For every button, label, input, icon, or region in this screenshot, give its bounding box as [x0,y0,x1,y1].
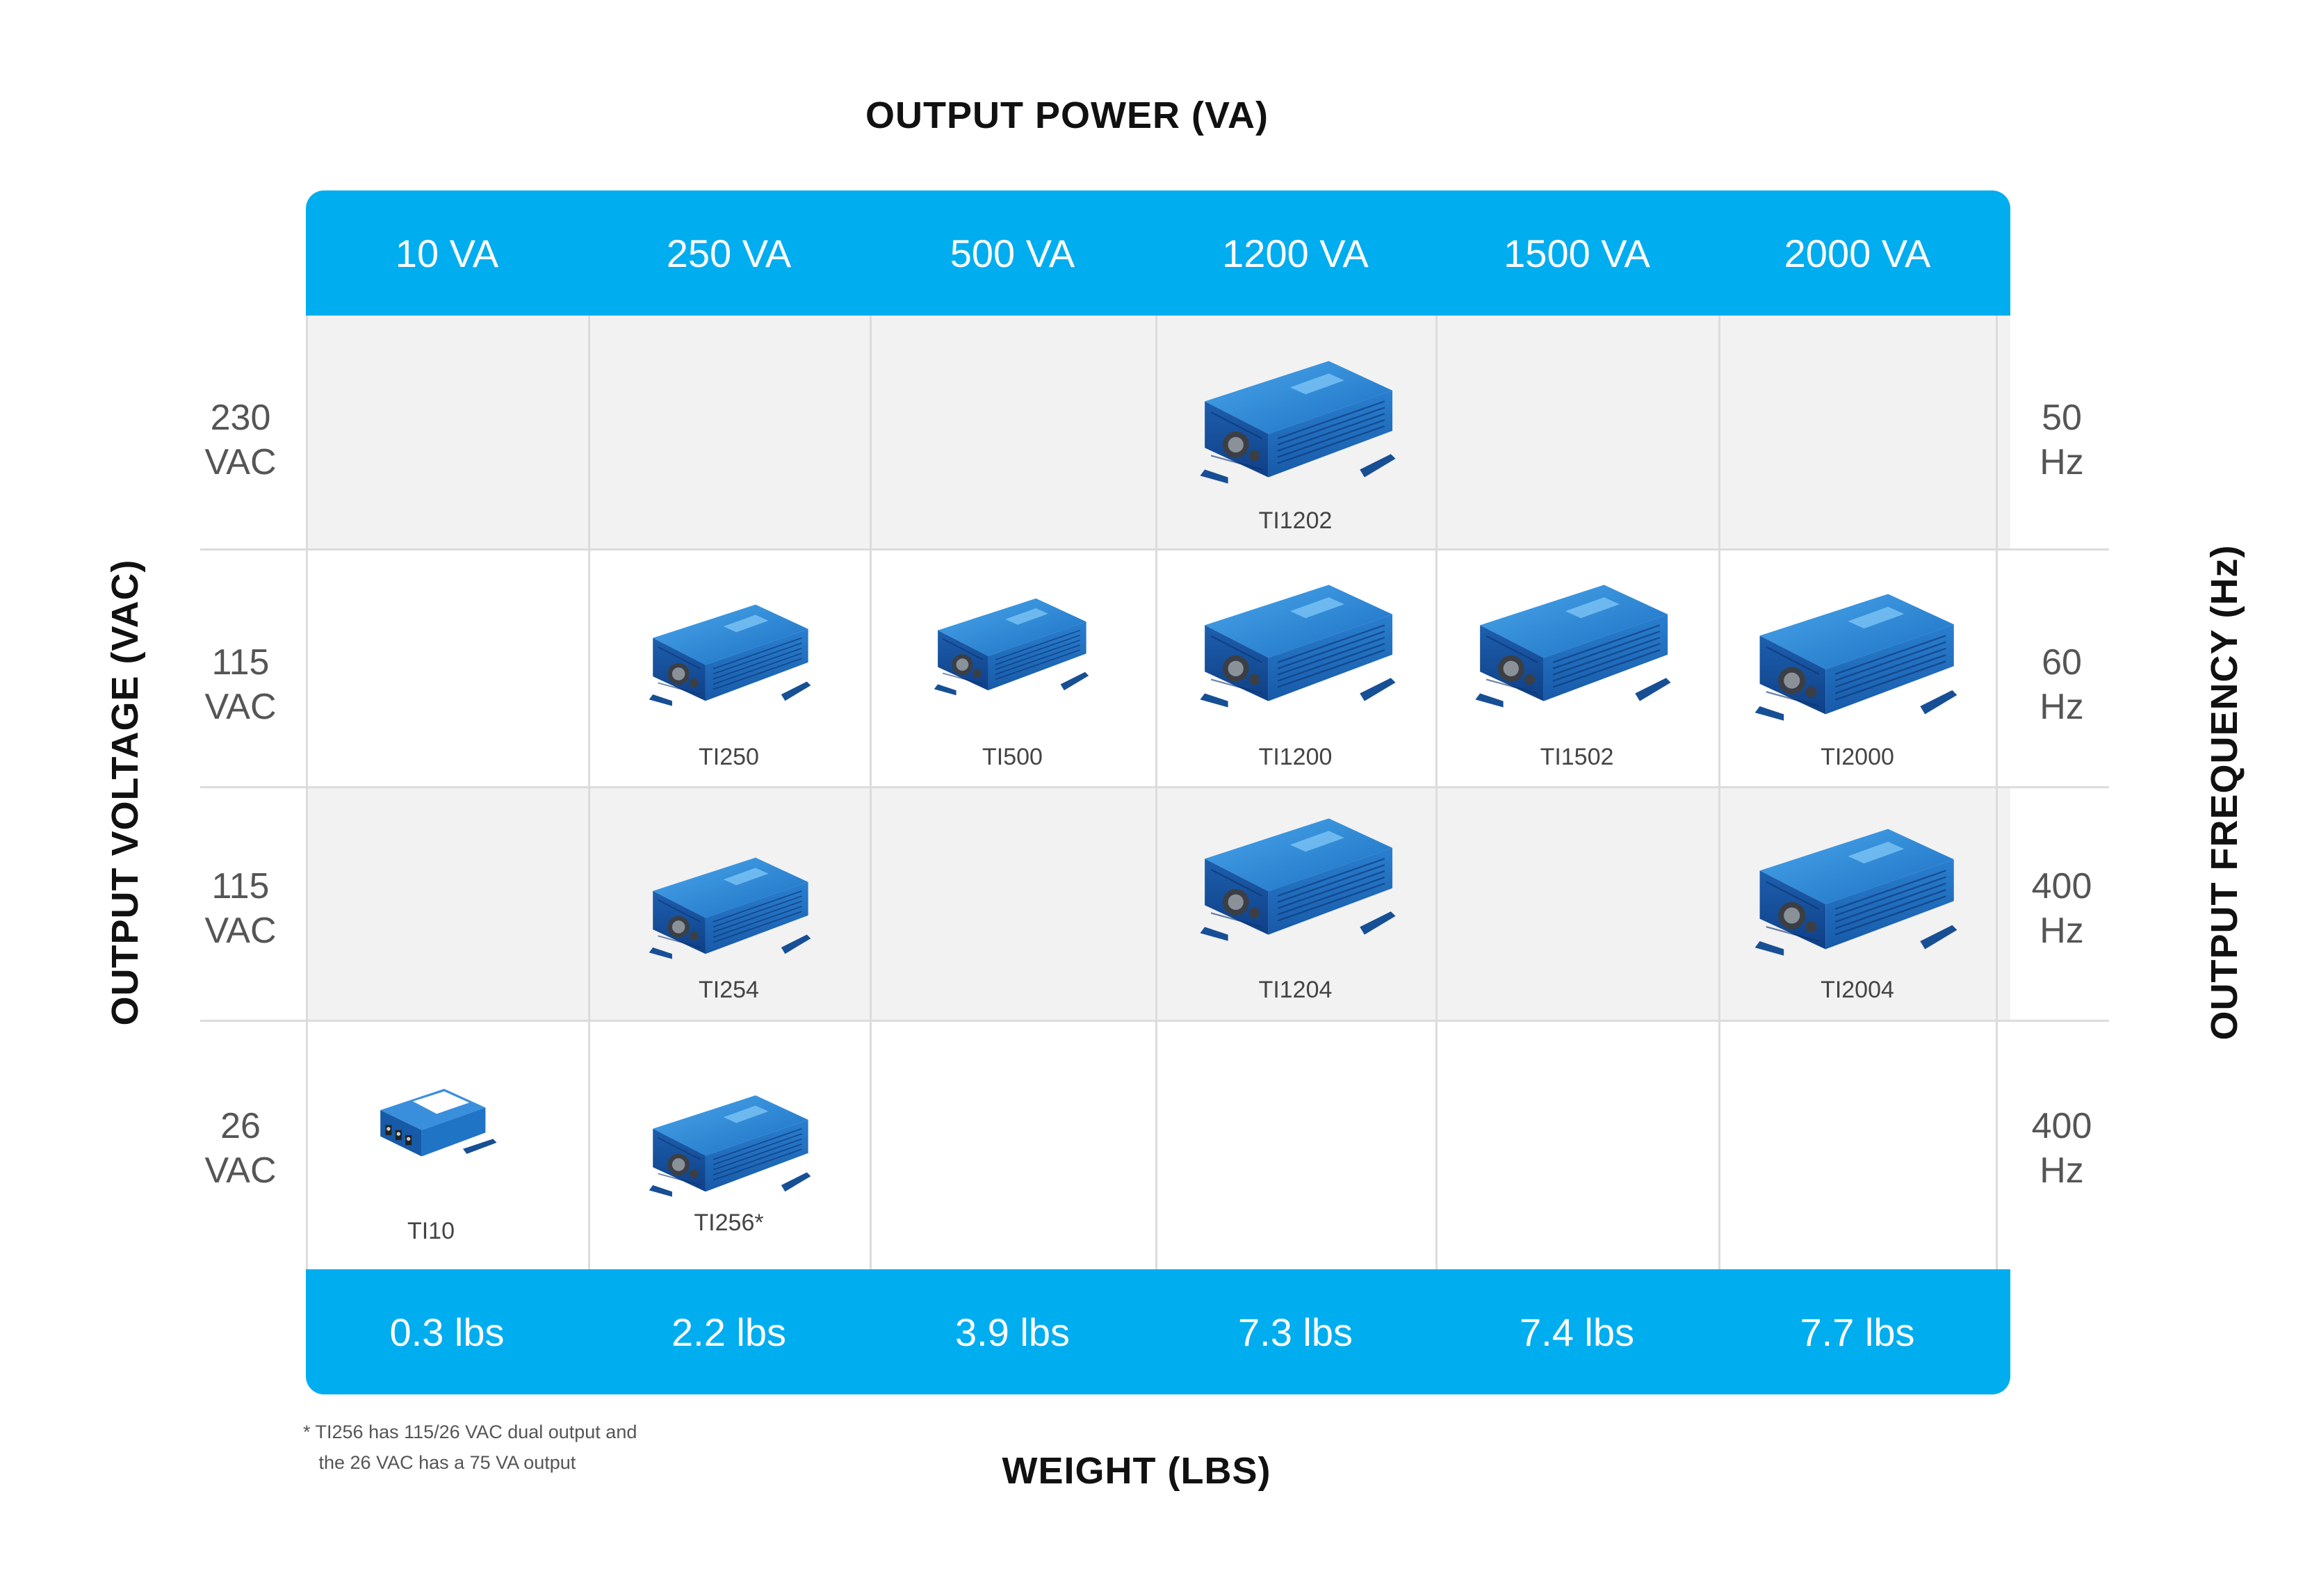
frequency-label: 50 Hz [2040,398,2084,482]
model-ti256: TI256* [694,1210,764,1236]
weight-10va: 0.3 lbs [389,1310,505,1354]
power-1200va: 1200 VA [1222,231,1369,275]
column-divider [870,316,872,1269]
model-ti500: TI500 [982,744,1043,770]
model-ti1502: TI1502 [1540,744,1614,770]
weight-500va: 3.9 lbs [955,1310,1070,1354]
inverter-unit-icon[interactable] [1197,577,1399,709]
weight-2000va: 7.7 lbs [1800,1310,1915,1354]
inverter-unit-icon[interactable] [1752,809,1960,969]
frequency-label: 400 Hz [2031,866,2092,951]
column-divider [1435,316,1438,1269]
power-250va: 250 VA [666,231,792,275]
model-ti1200: TI1200 [1258,744,1333,770]
voltage-label: 115 VAC [204,866,277,951]
model-ti10: TI10 [407,1218,455,1244]
weight-footer: 0.3 lbs 2.2 lbs 3.9 lbs 7.3 lbs 7.4 lbs … [306,1269,2010,1394]
inverter-unit-icon[interactable] [931,592,1091,697]
compact-inverter-icon[interactable] [375,1079,500,1166]
column-divider [306,316,308,1269]
model-ti1204: TI1204 [1258,977,1333,1003]
weight-1200va: 7.3 lbs [1238,1310,1353,1354]
model-ti2000: TI2000 [1821,744,1894,770]
power-1500va: 1500 VA [1504,231,1650,275]
inverter-unit-icon[interactable] [1197,353,1399,485]
output-voltage-title: OUTPUT VOLTAGE (VAC) [104,559,146,1026]
frequency-label: 60 Hz [2040,642,2084,727]
row-divider [200,548,2109,551]
model-ti1202: TI1202 [1258,507,1333,534]
power-10va: 10 VA [395,231,499,275]
inverter-unit-icon[interactable] [1752,574,1960,734]
column-divider [588,316,590,1269]
power-2000va: 2000 VA [1784,231,1931,275]
model-ti2004: TI2004 [1821,977,1894,1003]
voltage-label: 26 VAC [204,1106,277,1191]
inverter-unit-icon[interactable] [646,598,813,708]
model-ti250: TI250 [699,744,759,770]
row-divider [200,1020,2109,1022]
output-frequency-title: OUTPUT FREQUENCY (Hz) [2204,544,2245,1041]
power-500va: 500 VA [950,231,1075,275]
voltage-label: 230 VAC [204,398,277,482]
output-power-title: OUTPUT POWER (VA) [865,95,1269,136]
weight-title: WEIGHT (LBS) [1002,1450,1271,1492]
frequency-label: 400 Hz [2031,1106,2092,1191]
weight-1500va: 7.4 lbs [1520,1310,1634,1354]
column-divider [1718,316,1720,1269]
footnote: * TI256 has 115/26 VAC dual output and t… [303,1422,637,1473]
weight-250va: 2.2 lbs [671,1310,786,1354]
output-power-header: 10 VA 250 VA 500 VA 1200 VA 1500 VA 2000… [306,190,2010,316]
column-divider [1996,316,1998,1269]
column-divider [1155,316,1157,1269]
inverter-unit-icon[interactable] [646,1089,813,1198]
row-divider [200,786,2109,788]
inverter-unit-icon[interactable] [646,851,813,961]
inverter-unit-icon[interactable] [1472,577,1674,709]
voltage-label: 115 VAC [204,642,277,727]
inverter-unit-icon[interactable] [1197,811,1399,943]
model-ti254: TI254 [699,977,759,1003]
